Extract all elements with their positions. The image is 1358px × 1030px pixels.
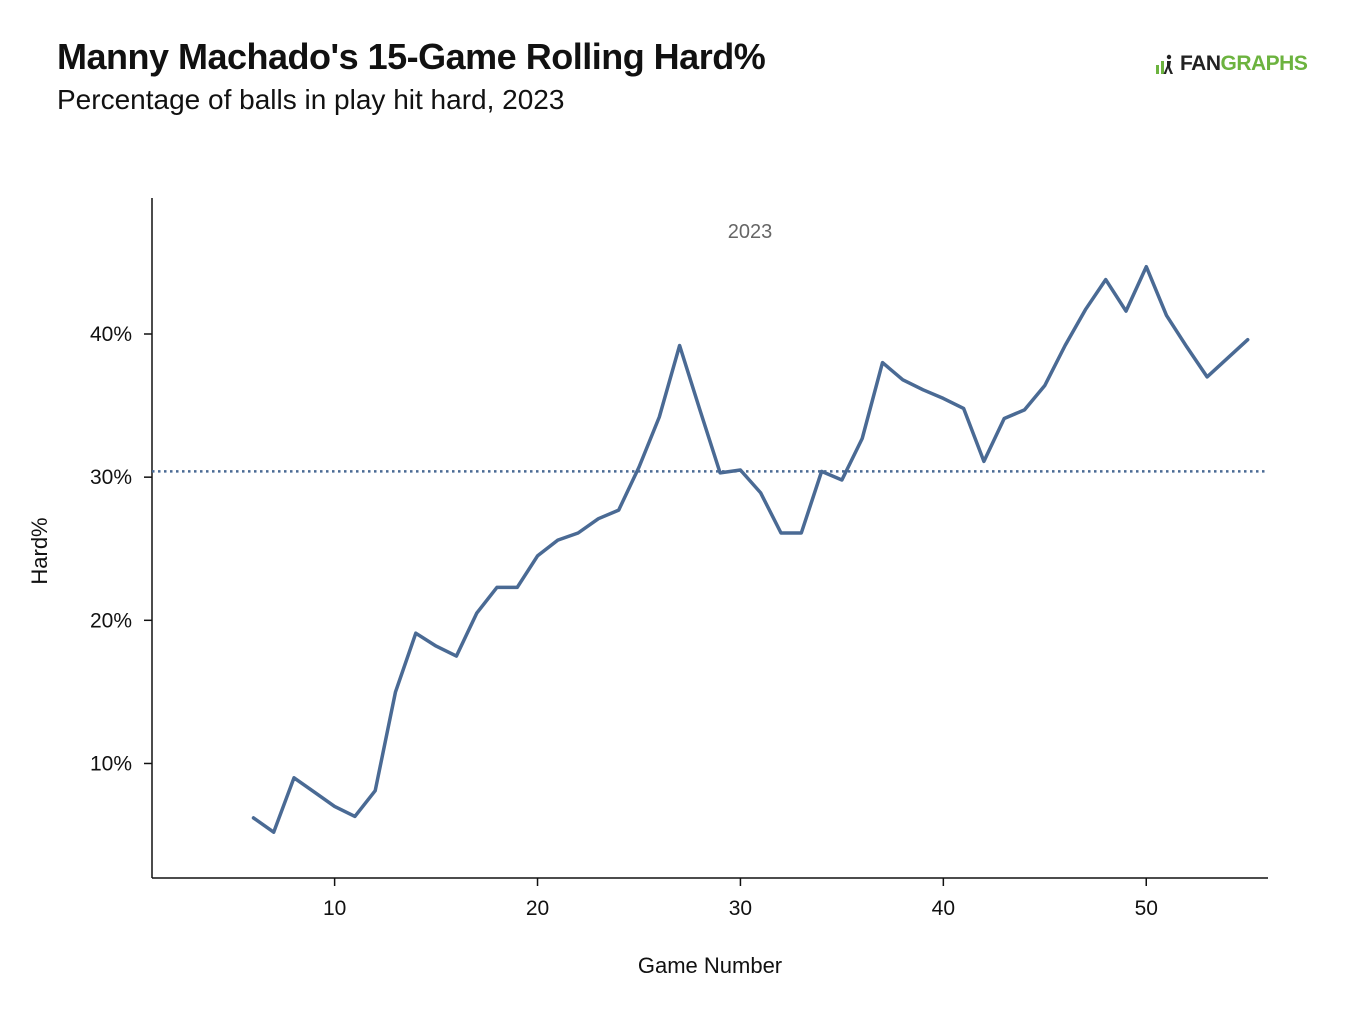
labels-group: 10% 20% 30% 40% 10 20 30 40 50 Game Number Hard% 20… <box>27 221 1158 978</box>
y-tick-label: 10% <box>90 752 132 775</box>
fangraphs-logo[interactable]: FAN GRAPHS <box>1155 52 1308 76</box>
logo-text-graphs: GRAPHS <box>1220 52 1308 75</box>
hard-pct-series-line <box>251 264 1250 834</box>
y-tick-label: 40% <box>90 323 132 346</box>
x-tick-label: 30 <box>729 897 752 920</box>
season-annotation: 2023 <box>728 221 773 243</box>
x-tick-label: 20 <box>526 897 549 920</box>
logo-text-fan: FAN <box>1180 52 1221 75</box>
x-tick-label: 10 <box>323 897 346 920</box>
x-axis-title: Game Number <box>638 953 782 978</box>
y-axis-title: Hard% <box>27 517 52 584</box>
x-tick-label: 40 <box>932 897 955 920</box>
chart-title: Manny Machado's 15-Game Rolling Hard% <box>57 36 766 77</box>
series-group <box>251 264 1250 834</box>
y-tick-label: 20% <box>90 609 132 632</box>
x-tick-label: 50 <box>1135 897 1158 920</box>
chart-axes <box>144 198 1268 886</box>
chart-subtitle: Percentage of balls in play hit hard, 20… <box>57 84 565 115</box>
y-tick-label: 30% <box>90 466 132 489</box>
fangraphs-logo-icon <box>1156 54 1173 74</box>
